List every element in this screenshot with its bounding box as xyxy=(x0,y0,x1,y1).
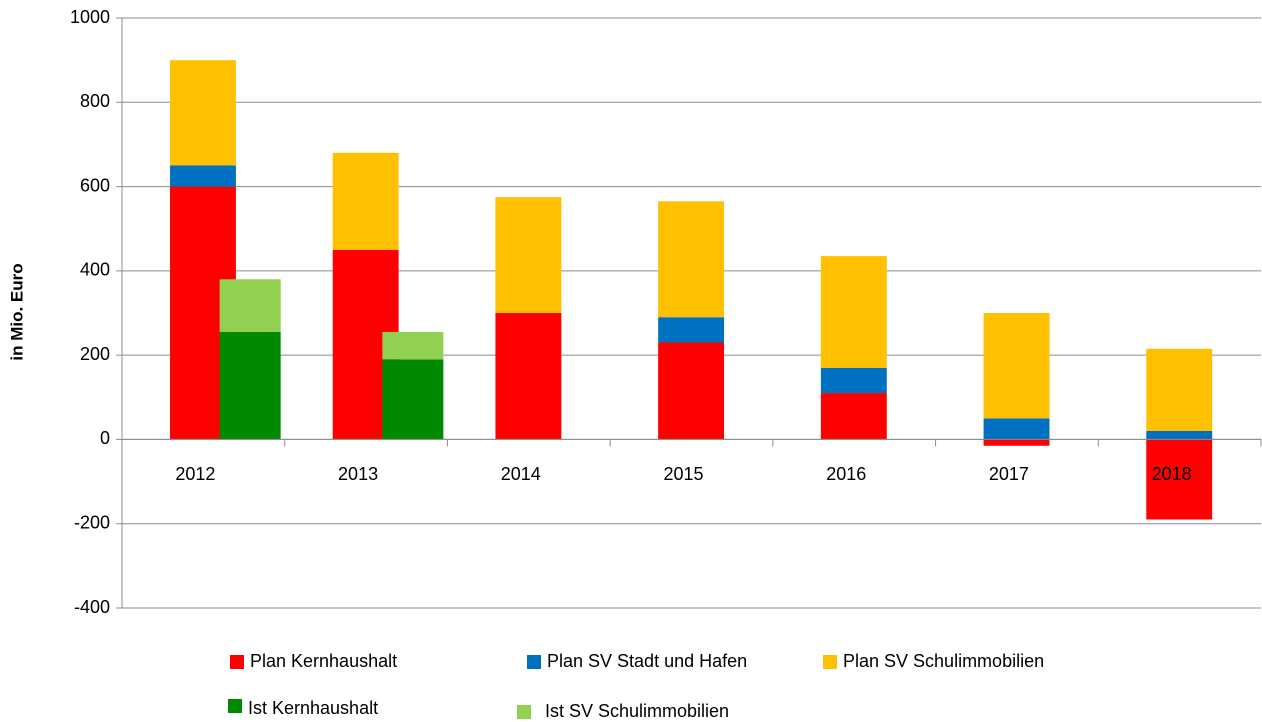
bar xyxy=(658,201,725,318)
x-tick-label: 2015 xyxy=(663,464,703,484)
legend-label: Ist SV Schulimmobilien xyxy=(545,701,729,721)
legend-swatch xyxy=(527,655,541,669)
bar xyxy=(820,393,887,440)
bar xyxy=(382,331,444,360)
y-tick-label: 400 xyxy=(80,260,110,280)
legend-label: Plan Kernhaushalt xyxy=(250,651,397,671)
bar xyxy=(983,439,1050,446)
x-tick-label: 2013 xyxy=(338,464,378,484)
y-tick-label: -200 xyxy=(74,512,110,532)
legend-swatch xyxy=(823,655,837,669)
bar xyxy=(1146,431,1213,440)
x-tick-label: 2014 xyxy=(501,464,541,484)
bar xyxy=(495,313,562,440)
bar xyxy=(820,367,887,394)
x-tick-label: 2012 xyxy=(175,464,215,484)
bar xyxy=(1146,348,1213,431)
y-tick-label: 200 xyxy=(80,344,110,364)
legend-swatch xyxy=(230,655,244,669)
bar xyxy=(658,342,725,440)
bar xyxy=(983,418,1050,440)
y-tick-label: 600 xyxy=(80,175,110,195)
bar xyxy=(219,279,281,332)
legend-label: Plan SV Stadt und Hafen xyxy=(547,651,747,671)
bar xyxy=(219,331,281,440)
legend-swatch xyxy=(517,705,531,719)
y-tick-label: 1000 xyxy=(70,7,110,27)
bar xyxy=(170,60,236,166)
y-axis-label: in Mio. Euro xyxy=(7,263,26,360)
legend-label: Plan SV Schulimmobilien xyxy=(843,651,1044,671)
y-tick-label: 0 xyxy=(100,428,110,448)
bar xyxy=(495,197,562,313)
x-tick-label: 2016 xyxy=(826,464,866,484)
bar xyxy=(1146,439,1213,520)
legend-label: Ist Kernhaushalt xyxy=(248,698,378,718)
y-tick-label: 800 xyxy=(80,91,110,111)
bar xyxy=(658,317,725,343)
y-tick-label: -400 xyxy=(74,597,110,617)
bar xyxy=(170,165,236,187)
bar xyxy=(382,359,444,440)
legend-swatch xyxy=(228,699,242,713)
bar xyxy=(983,313,1050,419)
bar xyxy=(332,152,399,250)
x-tick-label: 2017 xyxy=(989,464,1029,484)
x-tick-label: 2018 xyxy=(1152,464,1192,484)
bar xyxy=(820,256,887,368)
